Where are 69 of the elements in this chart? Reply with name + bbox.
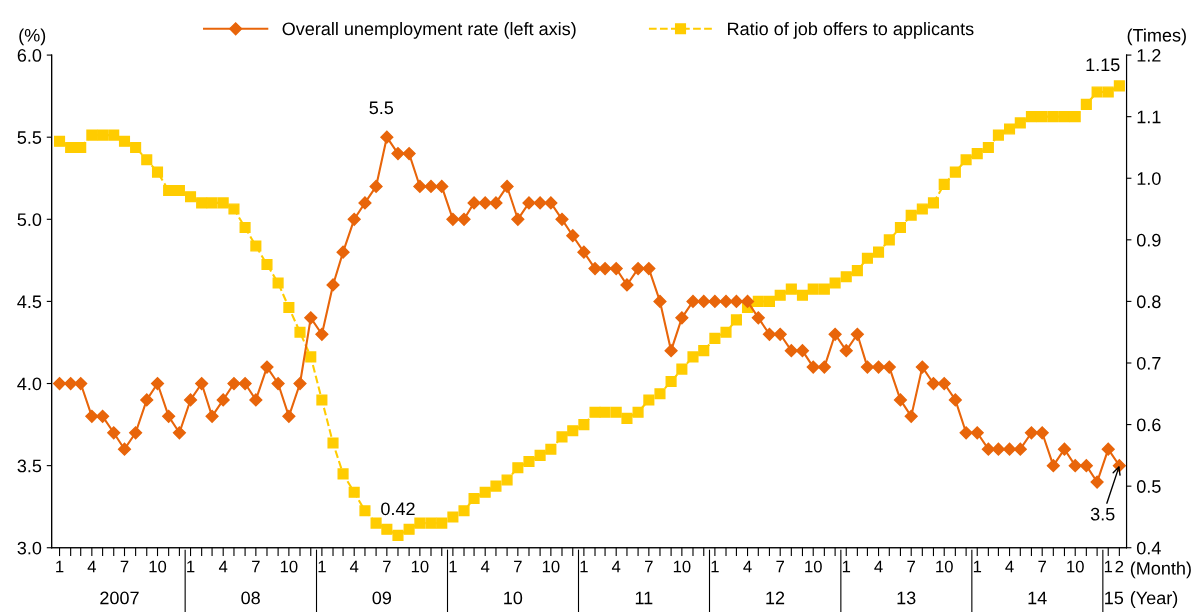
- x-axis-title: (Month): [1130, 561, 1191, 579]
- x-tick-label: 7: [514, 560, 522, 573]
- x-tick-label: 1: [1104, 560, 1113, 573]
- x-tick-label: 1: [842, 560, 851, 573]
- text: 08: [241, 591, 260, 605]
- x-tick-label: 1: [973, 560, 982, 573]
- y2-tick-label: 1.1: [1137, 110, 1161, 124]
- x-tick-label: 7: [383, 560, 391, 573]
- y-tick-label: 4.5: [17, 295, 42, 309]
- legend-label: Overall unemployment rate (left axis): [282, 22, 576, 39]
- x-tick-label: 1: [580, 560, 588, 573]
- text: 11: [635, 591, 653, 605]
- x-tick-label: 7: [776, 560, 784, 573]
- x-tick-label: 10: [411, 560, 429, 573]
- y-axis-title: (%): [19, 28, 46, 46]
- text: 10: [504, 591, 523, 605]
- x-tick-label: 4: [480, 560, 490, 573]
- x-tick-label: 10: [542, 560, 560, 573]
- annotation: 1.15: [1086, 58, 1120, 72]
- x-tick-label: 4: [874, 560, 883, 573]
- y-tick-label: 6.0: [17, 49, 42, 62]
- x-tick-label: 4: [611, 560, 621, 573]
- x-tick-label: 4: [743, 560, 752, 573]
- text: 13: [897, 591, 916, 605]
- x-tick-label: 10: [1067, 560, 1084, 573]
- y-tick-label: 5.0: [17, 213, 42, 227]
- x-tick-label: 1: [449, 560, 457, 573]
- y2-tick-label: 0.6: [1136, 418, 1161, 432]
- x-tick-label: 4: [87, 560, 96, 573]
- x-tick-label: 7: [645, 560, 653, 573]
- x-tick-label: 4: [1005, 560, 1014, 573]
- x-tick-label: 7: [1038, 560, 1046, 573]
- x-tick-label: 2: [1115, 560, 1124, 573]
- y2-tick-label: 0.7: [1136, 356, 1161, 370]
- y2-tick-label: 0.8: [1136, 295, 1161, 309]
- y2-tick-label: 1.0: [1137, 172, 1161, 185]
- annotation: 0.42: [381, 502, 415, 516]
- y-tick-label: 3.0: [17, 541, 42, 555]
- text: (Year): [1130, 591, 1178, 608]
- x-tick-label: 1: [56, 560, 64, 573]
- x-tick-label: 1: [187, 560, 195, 573]
- y-tick-label: 5.5: [17, 131, 42, 144]
- x-tick-label: 1: [318, 560, 326, 573]
- y-tick-label: 4.0: [17, 377, 42, 391]
- y2-axis-title: (Times): [1127, 28, 1186, 46]
- y-tick-label: 3.5: [17, 459, 42, 473]
- y2-tick-label: 1.2: [1137, 49, 1161, 62]
- x-tick-label: 10: [936, 560, 953, 573]
- x-tick-label: 7: [907, 560, 915, 573]
- y2-tick-label: 0.5: [1136, 480, 1161, 493]
- text: 14: [1028, 591, 1047, 605]
- x-tick-label: 10: [805, 560, 822, 573]
- x-tick-label: 4: [218, 560, 228, 573]
- x-tick-label: 10: [673, 560, 691, 573]
- x-tick-label: 1: [711, 560, 719, 573]
- annotation: 3.5: [1090, 507, 1115, 521]
- text: 12: [766, 591, 785, 605]
- text: 15: [1105, 591, 1124, 605]
- x-tick-label: 7: [252, 560, 260, 573]
- y2-tick-label: 0.4: [1136, 541, 1161, 555]
- text: 09: [372, 591, 392, 605]
- text: 2007: [100, 591, 139, 605]
- x-tick-label: 4: [349, 560, 359, 573]
- annotation: 5.5: [369, 101, 394, 115]
- x-tick-label: 10: [149, 560, 167, 573]
- legend-label: Ratio of job offers to applicants: [728, 22, 974, 39]
- x-tick-label: 7: [120, 560, 129, 573]
- y2-tick-label: 0.9: [1136, 233, 1161, 247]
- x-tick-label: 10: [280, 560, 298, 573]
